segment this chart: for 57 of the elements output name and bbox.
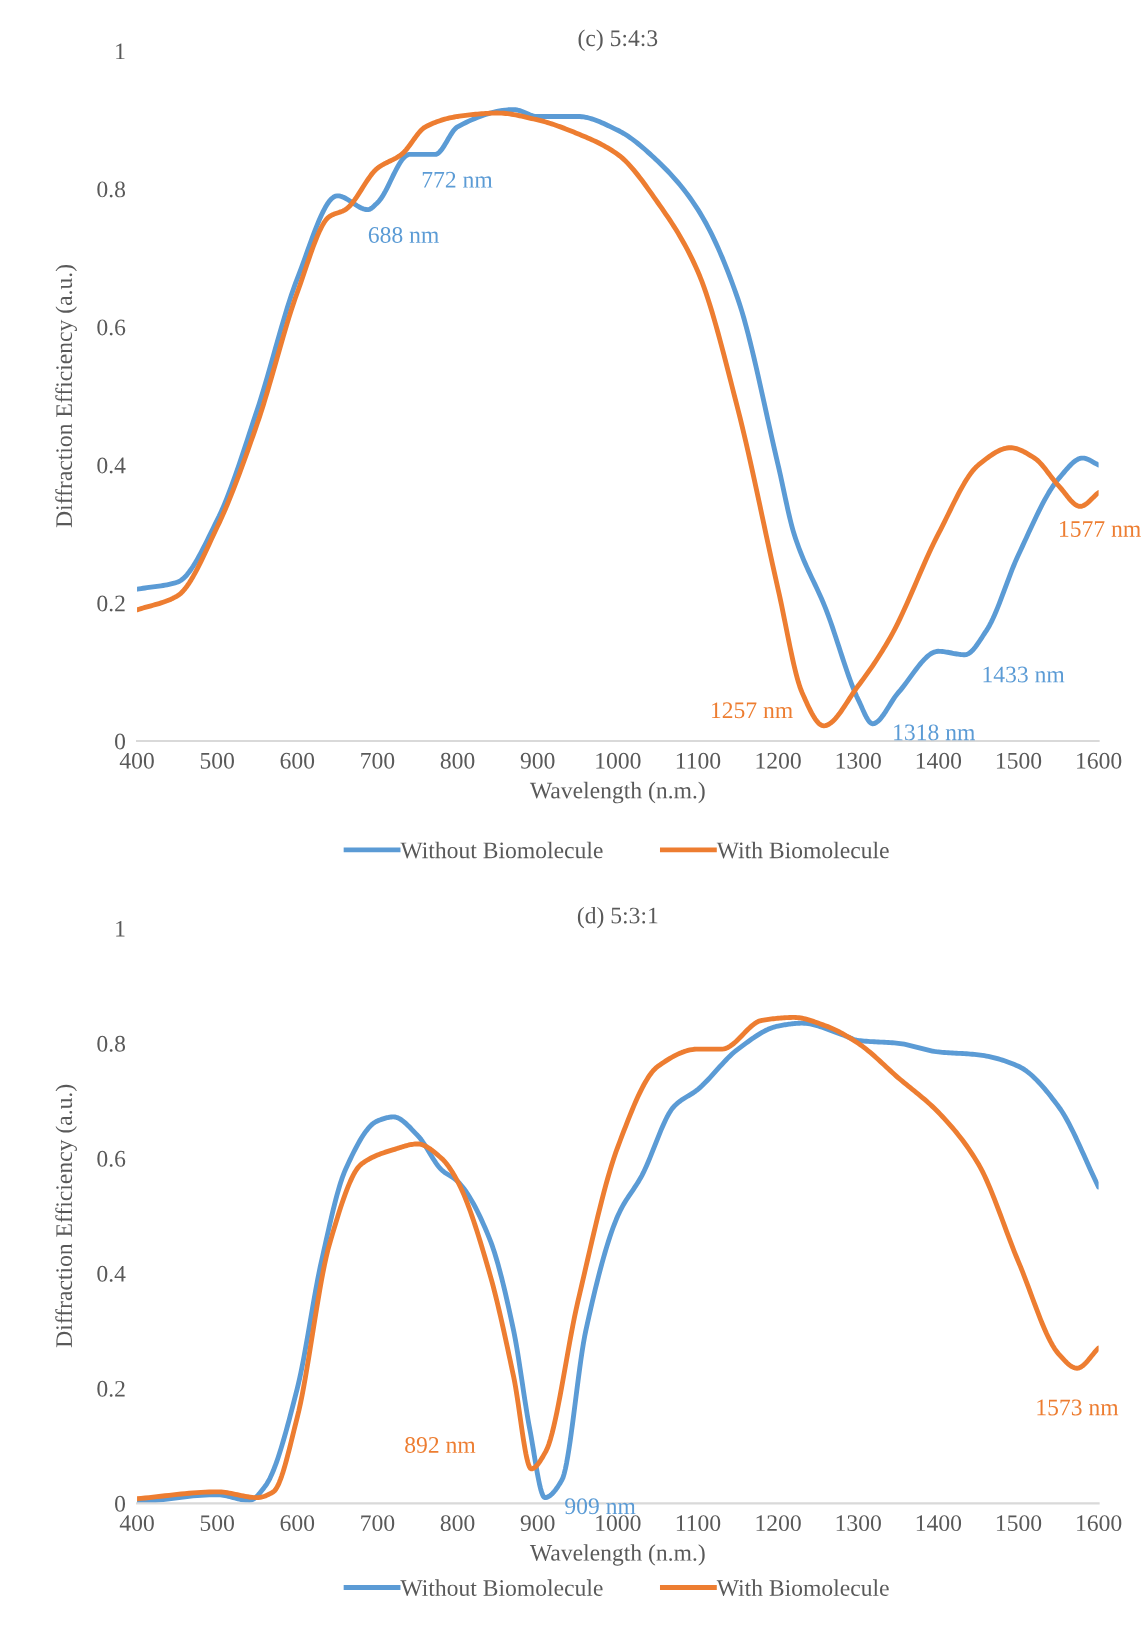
x-tick-label: 800 [440, 752, 475, 769]
annotation: 772 nm [422, 171, 493, 188]
x-tick-label: 500 [200, 752, 234, 769]
x-tick-label: 700 [361, 1515, 395, 1532]
x-tick-label: 1000 [596, 1515, 641, 1532]
y-tick-label: 0.6 [97, 319, 126, 336]
chart-title: (d) 5:3:1 [577, 906, 658, 929]
y-tick-label: 0 [115, 733, 126, 750]
y-tick-label: 0.8 [97, 181, 126, 198]
y-axis-title: Diffraction Efficiency (a.u.) [55, 1084, 77, 1348]
x-tick-label: 900 [520, 752, 555, 769]
x-tick-label: 600 [280, 1515, 315, 1532]
y-tick-label: 0.8 [97, 1035, 126, 1052]
legend-label: With Biomolecule [716, 1579, 889, 1597]
annotation: 892 nm [405, 1437, 476, 1453]
x-axis-title: Wavelength (n.m.) [529, 781, 705, 804]
annotation: 1433 nm [983, 666, 1065, 683]
x-tick-label: 500 [200, 1515, 234, 1532]
x-axis-title: Wavelength (n.m.) [529, 1544, 705, 1566]
annotation: 1318 nm [894, 724, 976, 741]
x-tick-label: 1400 [916, 1515, 962, 1532]
x-tick-label: 1600 [1077, 1515, 1122, 1532]
x-tick-label: 600 [280, 752, 315, 769]
x-tick-label: 400 [119, 752, 154, 769]
y-tick-label: 0.4 [97, 1265, 126, 1282]
x-tick-label: 400 [119, 1515, 154, 1532]
y-axis-title: Diffraction Efficiency (a.u.) [55, 265, 77, 528]
x-tick-label: 1600 [1077, 752, 1122, 769]
x-tick-label: 1400 [916, 752, 962, 769]
x-tick-label: 1300 [836, 1515, 881, 1532]
chart-title: (c) 5:4:3 [578, 29, 658, 51]
y-tick-label: 0 [115, 1495, 126, 1512]
x-tick-label: 700 [361, 752, 395, 769]
x-tick-label: 1300 [836, 752, 881, 769]
x-tick-label: 1200 [756, 1515, 801, 1532]
y-tick-label: 1 [116, 43, 125, 60]
y-tick-label: 0.2 [97, 595, 125, 612]
x-tick-label: 900 [520, 1515, 555, 1532]
legend-label: Without Biomolecule [400, 841, 603, 859]
annotation: 1257 nm [711, 702, 793, 719]
x-tick-label: 1500 [996, 752, 1042, 769]
x-tick-label: 1200 [756, 752, 801, 769]
y-tick-label: 0.6 [97, 1150, 126, 1167]
legend-label: With Biomolecule [716, 841, 889, 859]
annotation: 1577 nm [1060, 521, 1141, 537]
legend-label: Without Biomolecule [400, 1579, 603, 1597]
x-tick-label: 1500 [996, 1515, 1042, 1532]
y-tick-label: 0.2 [97, 1380, 125, 1397]
x-tick-label: 1100 [676, 752, 721, 769]
x-tick-label: 1000 [596, 752, 641, 769]
annotation: 1573 nm [1037, 1399, 1119, 1416]
x-tick-label: 1100 [676, 1515, 721, 1532]
annotation: 909 nm [565, 1498, 636, 1515]
annotation: 688 nm [368, 227, 439, 243]
x-tick-label: 800 [440, 1515, 475, 1532]
y-tick-label: 1 [116, 920, 125, 937]
y-tick-label: 0.4 [97, 457, 126, 474]
